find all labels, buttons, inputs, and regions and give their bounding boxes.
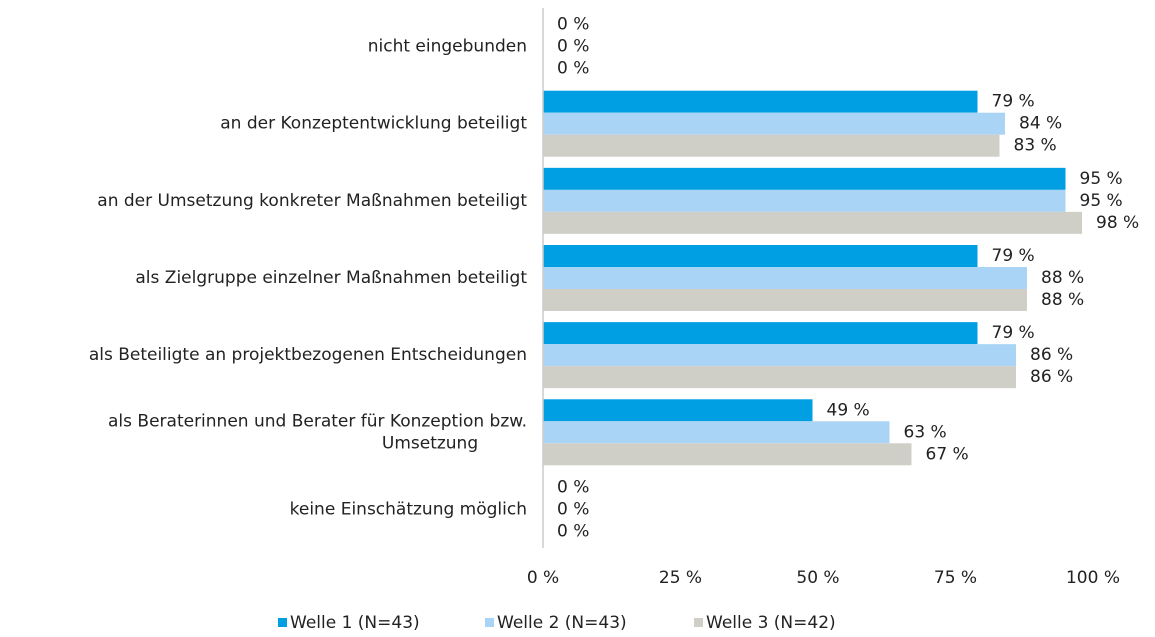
value-label: 84 % <box>1019 114 1062 134</box>
x-tick-label: 25 % <box>659 568 702 588</box>
value-label: 86 % <box>1030 345 1073 365</box>
x-tick-label: 0 % <box>527 568 559 588</box>
legend-swatch <box>694 618 703 627</box>
value-label: 0 % <box>557 37 589 57</box>
legend-swatch <box>485 618 494 627</box>
bar <box>543 344 1016 367</box>
category-label: als Zielgruppe einzelner Maßnahmen betei… <box>135 268 527 288</box>
category-label: nicht eingebunden <box>368 37 527 57</box>
value-label: 88 % <box>1041 290 1084 310</box>
category-label: als Beraterinnen und Berater für Konzept… <box>108 411 527 453</box>
bar <box>543 443 912 466</box>
bar <box>543 322 978 345</box>
legend-label: Welle 3 (N=42) <box>706 613 836 633</box>
value-label: 0 % <box>557 59 589 79</box>
bar <box>543 399 813 422</box>
value-label: 49 % <box>827 400 870 420</box>
bar <box>543 90 978 113</box>
bar <box>543 267 1027 289</box>
category-label-line: Umsetzung <box>382 433 478 453</box>
x-tick-label: 75 % <box>934 568 977 588</box>
value-label: 63 % <box>904 422 947 442</box>
value-label: 79 % <box>992 246 1035 266</box>
value-label: 83 % <box>1014 136 1057 156</box>
x-tick-label: 50 % <box>796 568 839 588</box>
value-label: 79 % <box>992 323 1035 343</box>
value-label: 0 % <box>557 521 589 541</box>
bar <box>543 134 1000 157</box>
bar <box>543 289 1027 311</box>
category-label: an der Umsetzung konkreter Maßnahmen bet… <box>97 191 527 211</box>
value-label: 86 % <box>1030 367 1073 387</box>
legend-label: Welle 2 (N=43) <box>497 613 627 633</box>
bar <box>543 189 1066 212</box>
category-label: als Beteiligte an projektbezogenen Entsc… <box>89 345 527 365</box>
value-label: 79 % <box>992 92 1035 112</box>
category-label-line: als Beraterinnen und Berater für Konzept… <box>108 411 527 431</box>
value-label: 98 % <box>1096 213 1139 233</box>
bar <box>543 211 1082 234</box>
value-label: 0 % <box>557 477 589 497</box>
value-label: 0 % <box>557 15 589 35</box>
bar <box>543 366 1016 389</box>
value-label: 95 % <box>1080 191 1123 211</box>
category-label: keine Einschätzung möglich <box>290 499 527 519</box>
value-label: 88 % <box>1041 268 1084 288</box>
bar <box>543 245 978 267</box>
category-label: an der Konzeptentwicklung beteiligt <box>220 114 527 134</box>
bar <box>543 167 1066 190</box>
value-label: 95 % <box>1080 169 1123 189</box>
bar <box>543 112 1005 135</box>
value-label: 0 % <box>557 499 589 519</box>
x-tick-label: 100 % <box>1066 568 1120 588</box>
legend-swatch <box>278 618 287 627</box>
value-label: 67 % <box>926 444 969 464</box>
legend-label: Welle 1 (N=43) <box>290 613 420 633</box>
bar <box>543 421 890 444</box>
